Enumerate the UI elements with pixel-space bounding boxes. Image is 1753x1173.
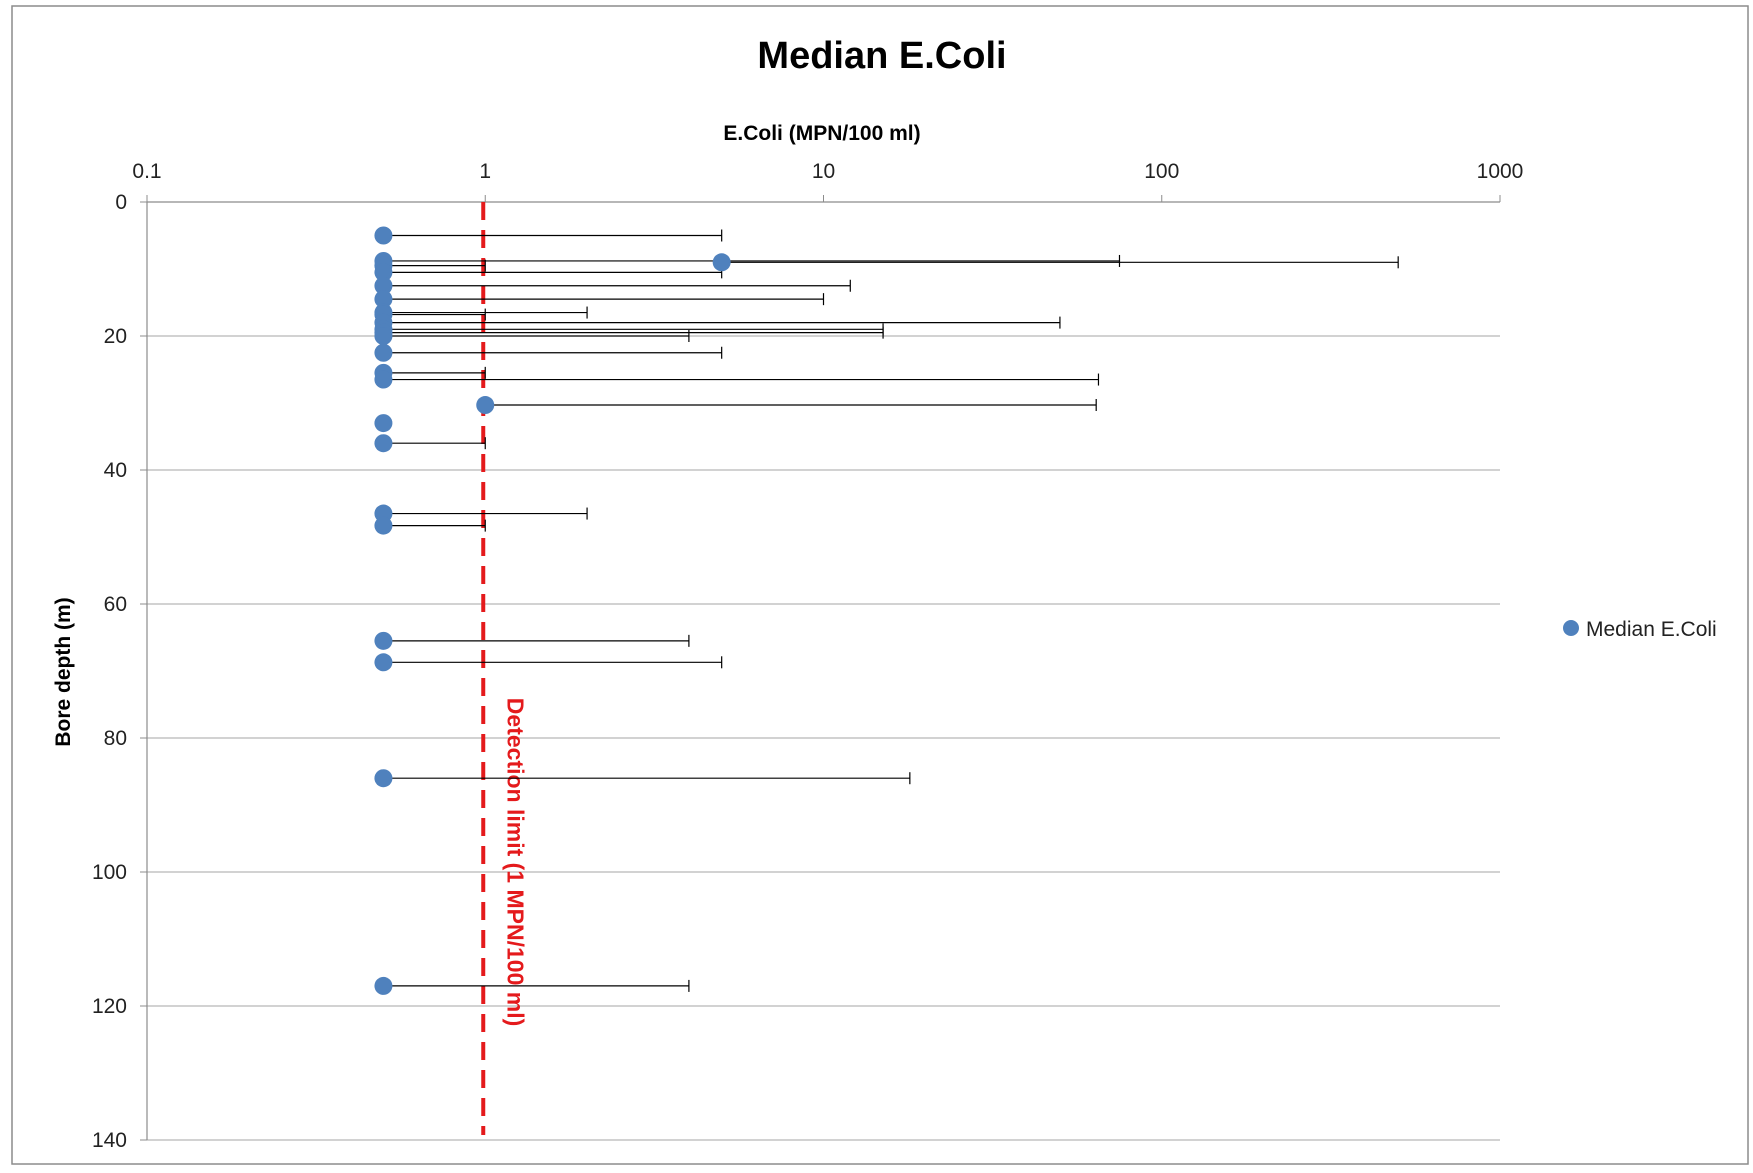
data-point: [374, 631, 393, 650]
x-tick-labels: 0.1 1 10 100 1000: [132, 160, 1523, 183]
data-point: [476, 396, 495, 415]
data-point: [374, 226, 393, 245]
data-point: [374, 769, 393, 788]
data-point: [374, 370, 393, 389]
data-point: [374, 290, 393, 309]
chart-border: [11, 5, 1749, 1165]
data-point: [374, 327, 393, 345]
data-point: [374, 276, 393, 295]
chart-title: Median E.Coli: [757, 35, 1006, 77]
y-tick-label: 100: [92, 861, 127, 884]
data-point: [374, 653, 393, 672]
y-axis-title: Bore depth (m): [52, 597, 75, 746]
x-tick-label: 1: [479, 160, 491, 183]
y-tick-label: 40: [104, 459, 127, 482]
legend: Median E.Coli: [1563, 618, 1717, 641]
y-tick-label: 60: [104, 593, 127, 616]
detection-limit-layer: Detection limit (1 MPN/100 ml): [481, 202, 528, 1135]
detection-limit-label: Detection limit (1 MPN/100 ml): [502, 698, 528, 1026]
data-point: [712, 253, 731, 272]
y-tick-labels: 0 20 40 60 80 100 120 140: [92, 191, 127, 1152]
data-point: [374, 976, 393, 995]
error-bars: [383, 229, 1399, 992]
data-point: [374, 263, 393, 282]
x-tick-label: 1000: [1477, 160, 1524, 183]
data-points: [374, 226, 731, 995]
y-tick-label: 20: [104, 325, 127, 348]
x-axis-title: E.Coli (MPN/100 ml): [723, 122, 920, 145]
legend-label: Median E.Coli: [1586, 618, 1717, 641]
y-tick-label: 140: [92, 1129, 127, 1152]
y-tick-label: 0: [115, 191, 127, 214]
gridlines: [147, 335, 1500, 1141]
legend-marker: [1563, 620, 1579, 636]
data-point: [374, 414, 393, 433]
x-tick-label: 0.1: [132, 160, 161, 183]
y-tick-label: 80: [104, 727, 127, 750]
x-tick-label: 10: [812, 160, 835, 183]
x-tick-label: 100: [1144, 160, 1179, 183]
y-tick-label: 120: [92, 995, 127, 1018]
data-point: [374, 516, 393, 535]
data-point: [374, 343, 393, 362]
axes: [140, 195, 1501, 1141]
data-point: [374, 434, 393, 453]
